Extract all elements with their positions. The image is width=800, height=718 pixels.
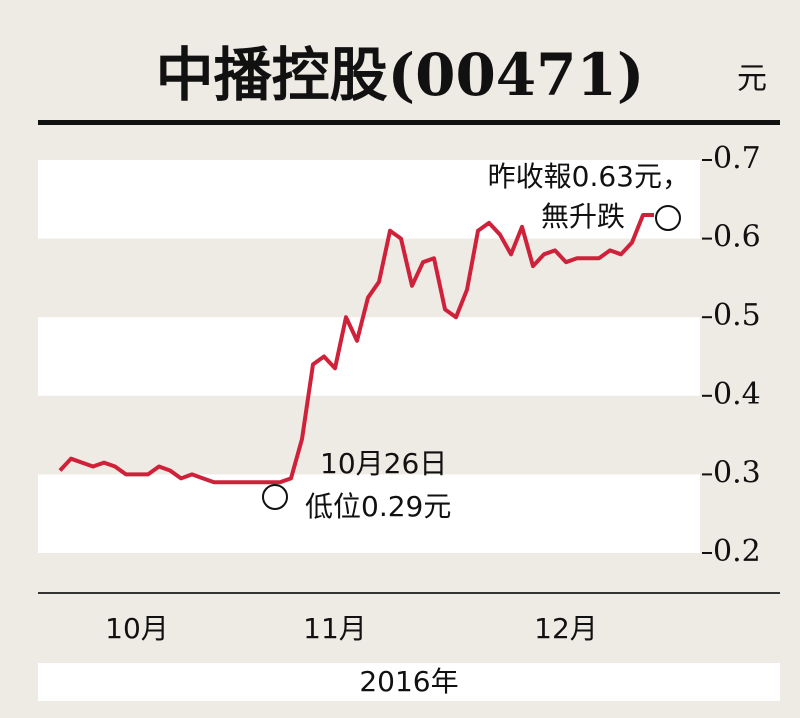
y-tick-label: 0.3 [713, 455, 761, 490]
y-tick-label: 0.4 [713, 377, 761, 412]
marker-circle [655, 205, 681, 231]
grid-band [38, 474, 700, 553]
grid-band [38, 160, 700, 239]
y-tick-label: 0.6 [713, 220, 761, 255]
title-rule [38, 120, 780, 125]
marker-circle [262, 484, 288, 510]
x-tick-label: 10月 [105, 612, 169, 645]
y-tick-label: 0.7 [713, 141, 761, 176]
annotation: 10月26日 [320, 447, 447, 480]
annotation: 低位0.29元 [305, 490, 451, 523]
xlabel-band [38, 663, 780, 701]
y-tick-label: 0.2 [713, 534, 761, 569]
chart-title: 中播控股(00471) [156, 41, 645, 109]
x-axis-label: 2016年 [359, 665, 458, 698]
annotation: 無升跌 [541, 200, 625, 233]
x-tick-label: 12月 [534, 612, 598, 645]
price-line [58, 213, 654, 485]
grid-band [38, 317, 700, 396]
x-tick-label: 11月 [303, 612, 367, 645]
annotation: 昨收報0.63元， [488, 160, 690, 193]
unit-label: 元 [737, 62, 767, 97]
y-tick-label: 0.5 [713, 298, 761, 333]
